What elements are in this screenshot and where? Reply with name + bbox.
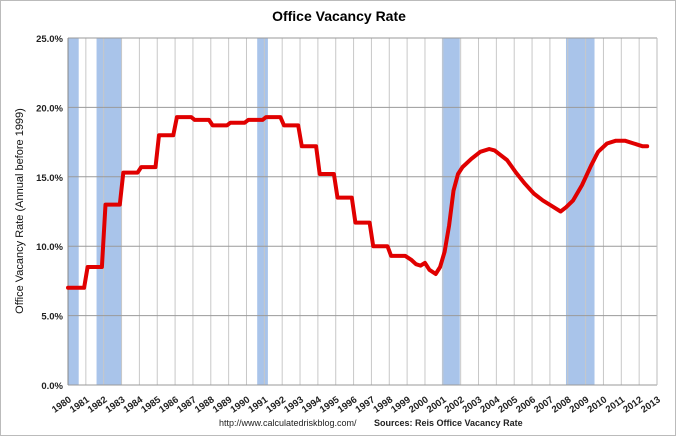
footer-url: http://www.calculatedriskblog.com/	[219, 418, 357, 428]
recession-band	[257, 38, 268, 385]
y-tick-label: 5.0%	[41, 312, 63, 323]
recession-band	[565, 38, 595, 385]
y-tick-label: 15.0%	[36, 173, 63, 184]
y-axis-label: Office Vacancy Rate (Annual before 1999)	[14, 108, 26, 314]
vacancy-rate-line	[66, 115, 650, 290]
y-tick-label: 20.0%	[36, 103, 63, 114]
recession-band	[68, 38, 79, 385]
recession-band	[96, 38, 122, 385]
x-tick-label: 2013	[639, 394, 663, 415]
y-tick-label: 10.0%	[36, 242, 63, 253]
y-tick-label: 0.0%	[41, 381, 63, 392]
chart-title: Office Vacancy Rate	[272, 8, 406, 24]
footer-source: Sources: Reis Office Vacancy Rate	[374, 418, 523, 428]
y-tick-label: 25.0%	[36, 34, 63, 45]
